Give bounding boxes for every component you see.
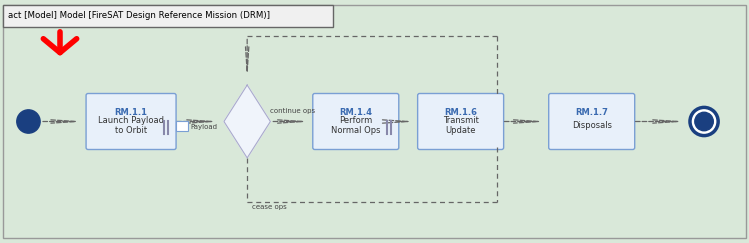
FancyBboxPatch shape [549,94,634,149]
FancyBboxPatch shape [418,94,503,149]
FancyBboxPatch shape [86,94,176,149]
Text: RM.1.4: RM.1.4 [339,108,372,117]
Circle shape [690,107,718,136]
Text: Perform
Normal Ops: Perform Normal Ops [331,116,380,135]
Text: RM.1.1: RM.1.1 [115,108,148,117]
Text: Disposals: Disposals [571,121,612,130]
Text: Transmit
Update: Transmit Update [443,116,479,135]
FancyBboxPatch shape [313,94,398,149]
Text: continue ops: continue ops [270,109,315,114]
Text: act [Model] Model [FireSAT Design Reference Mission (DRM)]: act [Model] Model [FireSAT Design Refere… [8,11,270,20]
Text: Launch Payload
to Orbit: Launch Payload to Orbit [98,116,164,135]
Text: cease ops: cease ops [252,204,287,210]
Text: RM.1.6: RM.1.6 [444,108,477,117]
Circle shape [695,112,713,131]
Circle shape [16,110,40,133]
Text: Payload: Payload [190,123,217,130]
Bar [176,122,188,131]
Bar [3,5,333,27]
Polygon shape [224,85,270,158]
Text: RM.1.7: RM.1.7 [575,108,608,117]
